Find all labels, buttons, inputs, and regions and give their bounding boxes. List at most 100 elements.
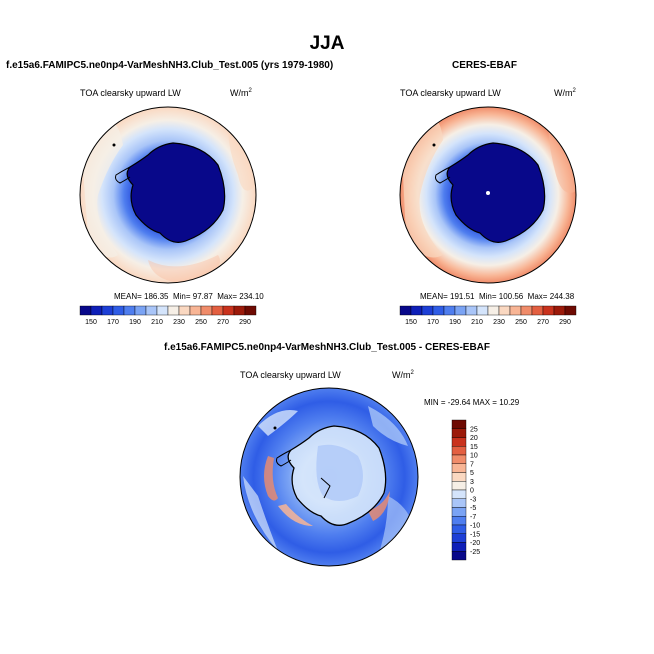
model-colorbar-tick-label: 170	[107, 319, 119, 326]
obs-colorbar-tick-label: 270	[537, 319, 549, 326]
diff-colorbar-tick-label: 3	[470, 479, 474, 486]
diff-colorbar-cell	[451, 533, 467, 543]
diff-colorbar-cell	[451, 454, 467, 464]
diff-colorbar-tick-label: -25	[470, 549, 480, 556]
diff-colorbar-cell	[451, 428, 467, 438]
obs-colorbar-tick-label: 170	[427, 319, 439, 326]
obs-colorbar-cell	[553, 305, 566, 316]
diff-colorbar-tick-label: -15	[470, 531, 480, 538]
model-colorbar-cell	[112, 305, 125, 316]
model-colorbar-cell	[178, 305, 191, 316]
model-colorbar-cell	[167, 305, 180, 316]
diff-colorbar-cell	[451, 551, 467, 561]
obs-colorbar-cell	[531, 305, 544, 316]
model-stats: MEAN= 186.35 Min= 97.87 Max= 234.10	[114, 292, 264, 301]
model-colorbar-cell	[189, 305, 202, 316]
obs-colorbar-cell	[476, 305, 489, 316]
diff-colorbar-cell	[451, 437, 467, 447]
obs-colorbar-cell	[509, 305, 522, 316]
obs-pole-marker	[486, 191, 490, 195]
obs-colorbar-tick-label: 210	[471, 319, 483, 326]
diff-colorbar-cell	[451, 463, 467, 473]
diff-colorbar-cell	[451, 419, 467, 429]
diff-colorbar-tick-label: -3	[470, 496, 476, 503]
model-colorbar-tick-label: 290	[239, 319, 251, 326]
diff-positive-anomaly-east	[368, 491, 390, 521]
diff-colorbar-tick-label: -10	[470, 523, 480, 530]
model-colorbar-cell	[233, 305, 246, 316]
diff-stats: MIN = -29.64 MAX = 10.29	[424, 398, 520, 407]
model-colorbar-tick-label: 150	[85, 319, 97, 326]
obs-colorbar-cell	[520, 305, 533, 316]
model-colorbar-cell	[134, 305, 147, 316]
model-colorbar-cell	[222, 305, 235, 316]
obs-stats: MEAN= 191.51 Min= 100.56 Max= 244.38	[420, 292, 575, 301]
diff-colorbar-cell	[451, 524, 467, 534]
diff-colorbar-cell	[451, 542, 467, 552]
diff-colorbar-tick-label: -20	[470, 540, 480, 547]
diff-colorbar-tick-label: -5	[470, 505, 476, 512]
model-variable-label: TOA clearsky upward LW	[80, 88, 181, 98]
diff-colorbar-tick-label: -7	[470, 514, 476, 521]
obs-units-label: W/m2	[554, 88, 576, 98]
obs-panel-title: CERES-EBAF	[452, 60, 518, 71]
model-colorbar: 150 170 190 210 230 250 270 290	[79, 305, 257, 326]
model-antarctica-coastline	[126, 142, 226, 243]
model-colorbar-cell	[200, 305, 213, 316]
diff-positive-anomaly-west	[264, 456, 278, 501]
model-colorbar-cell	[211, 305, 224, 316]
diff-antarctica-coastline	[287, 425, 387, 526]
model-colorbar-tick-label: 230	[173, 319, 185, 326]
diff-polar-map	[239, 387, 419, 567]
diff-colorbar-tick-label: 5	[470, 470, 474, 477]
obs-colorbar-cell	[432, 305, 445, 316]
obs-colorbar-cell	[454, 305, 467, 316]
diff-colorbar-cell	[451, 481, 467, 491]
obs-colorbar-cell	[421, 305, 434, 316]
obs-colorbar-tick-label: 190	[449, 319, 461, 326]
diff-colorbar-cell	[451, 472, 467, 482]
obs-colorbar-cell	[542, 305, 555, 316]
model-colorbar-cell	[101, 305, 114, 316]
obs-colorbar-tick-label: 230	[493, 319, 505, 326]
model-colorbar-tick-label: 210	[151, 319, 163, 326]
obs-antarctica-interior	[447, 143, 545, 243]
diff-colorbar-tick-label: 15	[470, 444, 478, 451]
diff-panel-title: f.e15a6.FAMIPC5.ne0np4-VarMeshNH3.Club_T…	[163, 342, 491, 353]
obs-colorbar-tick-label: 290	[559, 319, 571, 326]
obs-colorbar-tick-label: 250	[515, 319, 527, 326]
model-polar-map	[79, 106, 257, 284]
obs-colorbar-tick-label: 150	[405, 319, 417, 326]
obs-colorbar: 150 170 190 210 230 250 270 290	[399, 305, 577, 326]
diff-colorbar-cell	[451, 446, 467, 456]
figure-title: JJA	[309, 33, 345, 54]
obs-colorbar-cell	[443, 305, 456, 316]
diff-colorbar-cell	[451, 507, 467, 517]
model-colorbar-cell	[79, 305, 92, 316]
model-colorbar-cell	[123, 305, 136, 316]
obs-variable-label: TOA clearsky upward LW	[400, 88, 501, 98]
model-colorbar-cell	[156, 305, 169, 316]
obs-colorbar-cell	[399, 305, 412, 316]
diff-colorbar: 25 20 15 107 5 3 0-3 -5 -7 -10-15 -20 -25	[451, 419, 480, 561]
obs-colorbar-cell	[465, 305, 478, 316]
diff-colorbar-cell	[451, 489, 467, 499]
obs-colorbar-cell	[410, 305, 423, 316]
diff-variable-label: TOA clearsky upward LW	[240, 370, 341, 380]
model-colorbar-tick-label: 250	[195, 319, 207, 326]
obs-colorbar-cell	[487, 305, 500, 316]
diff-colorbar-tick-label: 25	[470, 426, 478, 433]
model-colorbar-cell	[244, 305, 257, 316]
diff-colorbar-cell	[451, 498, 467, 508]
obs-polar-map	[399, 106, 577, 284]
diff-colorbar-tick-label: 0	[470, 488, 474, 495]
diff-colorbar-tick-label: 10	[470, 453, 478, 460]
model-colorbar-cell	[145, 305, 158, 316]
diff-colorbar-tick-label: 20	[470, 435, 478, 442]
model-colorbar-cell	[90, 305, 103, 316]
diff-colorbar-cell	[451, 516, 467, 526]
model-antarctica-interior	[127, 143, 225, 243]
obs-colorbar-cell	[498, 305, 511, 316]
model-colorbar-tick-label: 190	[129, 319, 141, 326]
obs-colorbar-cell	[564, 305, 577, 316]
